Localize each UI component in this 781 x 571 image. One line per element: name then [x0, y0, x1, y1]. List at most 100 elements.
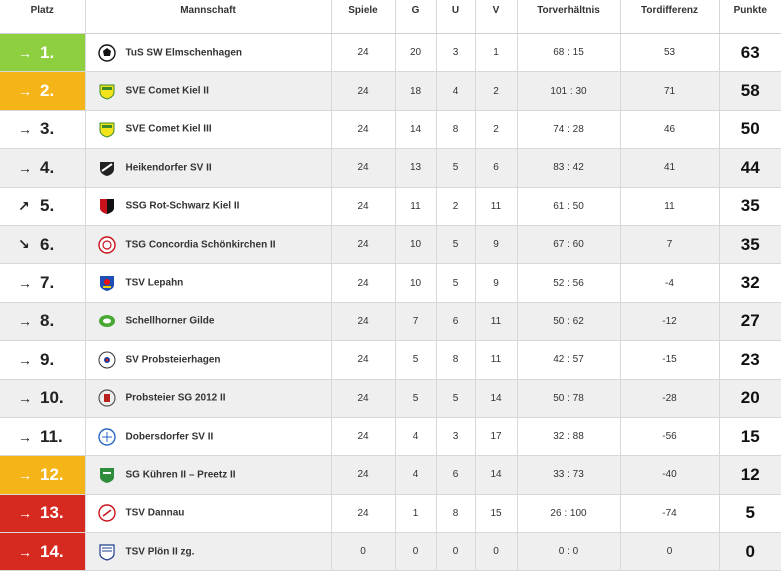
- team-name-link[interactable]: TuS SW Elmschenhagen: [125, 47, 243, 59]
- team-logo-icon: [98, 351, 116, 369]
- team-name-link[interactable]: SSG Rot-Schwarz Kiel II: [125, 200, 240, 212]
- team-cell[interactable]: SG Kühren II – Preetz II: [85, 455, 332, 495]
- g-cell: 10: [395, 225, 437, 265]
- header-u[interactable]: U: [436, 0, 476, 34]
- trend-arrow-icon: →: [18, 159, 32, 176]
- u-cell: 3: [436, 417, 476, 457]
- table-row[interactable]: → 3. SVE Comet Kiel III 24 14 8 2 74 : 28 46 50: [0, 110, 781, 150]
- tordifferenz-cell: -4: [620, 263, 720, 303]
- tordifferenz-cell: -28: [620, 379, 720, 418]
- tordifferenz-cell: 46: [620, 110, 720, 150]
- g-cell: 4: [395, 417, 437, 457]
- header-tordifferenz[interactable]: Tordifferenz: [620, 0, 720, 34]
- v-cell: 9: [475, 225, 518, 265]
- table-row[interactable]: → 13. TSV Dannau 24 1 8 15 26 : 100 -74 5: [0, 494, 781, 534]
- u-cell: 8: [436, 494, 476, 534]
- spiele-cell: 24: [331, 225, 396, 265]
- team-cell[interactable]: TSV Plön II zg.: [85, 532, 332, 571]
- trend-arrow-icon: →: [18, 83, 32, 100]
- spiele-cell: 24: [331, 148, 396, 188]
- rank-cell: → 3.: [0, 110, 86, 150]
- team-cell[interactable]: SSG Rot-Schwarz Kiel II: [85, 187, 332, 226]
- rank-number: 10.: [40, 388, 64, 408]
- v-cell: 6: [475, 148, 518, 188]
- table-row[interactable]: → 11. Dobersdorfer SV II 24 4 3 17 32 : 88 -56 15: [0, 417, 781, 457]
- team-cell[interactable]: Dobersdorfer SV II: [85, 417, 332, 457]
- team-cell[interactable]: TuS SW Elmschenhagen: [85, 33, 332, 73]
- rank-cell: → 1.: [0, 33, 86, 73]
- table-row[interactable]: → 12. SG Kühren II – Preetz II 24 4 6 14 33 : 7…: [0, 455, 781, 495]
- team-name-link[interactable]: Schellhorner Gilde: [125, 315, 215, 327]
- torverhaeltnis-cell: 33 : 73: [517, 455, 621, 495]
- v-cell: 14: [475, 379, 518, 418]
- team-name-link[interactable]: TSV Plön II zg.: [125, 546, 195, 558]
- team-cell[interactable]: TSV Dannau: [85, 494, 332, 534]
- table-row[interactable]: → 4. Heikendorfer SV II 24 13 5 6 83 : 42 41 44: [0, 148, 781, 188]
- v-cell: 11: [475, 187, 518, 226]
- rank-cell: → 12.: [0, 455, 86, 495]
- rank-number: 12.: [40, 464, 64, 484]
- team-name-link[interactable]: SVE Comet Kiel II: [125, 85, 209, 97]
- tordifferenz-cell: -74: [620, 494, 720, 534]
- team-cell[interactable]: TSV Lepahn: [85, 263, 332, 303]
- trend-arrow-icon: →: [18, 428, 32, 445]
- table-row[interactable]: → 10. Probsteier SG 2012 II 24 5 5 14 50 : 78 -2…: [0, 379, 781, 418]
- tordifferenz-cell: 11: [620, 187, 720, 226]
- table-row[interactable]: ↗ 5. SSG Rot-Schwarz Kiel II 24 11 2 11 61 : 50…: [0, 187, 781, 226]
- team-name-link[interactable]: Probsteier SG 2012 II: [125, 392, 226, 404]
- u-cell: 5: [436, 379, 476, 418]
- team-cell[interactable]: TSG Concordia Schönkirchen II: [85, 225, 332, 265]
- header-g[interactable]: G: [395, 0, 437, 34]
- table-row[interactable]: → 1. TuS SW Elmschenhagen 24 20 3 1 68 : 15 53 63: [0, 33, 781, 73]
- g-cell: 18: [395, 71, 437, 111]
- rank-number: 4.: [40, 157, 55, 177]
- rank-cell: → 11.: [0, 417, 86, 457]
- team-name-link[interactable]: SV Probsteierhagen: [125, 354, 221, 366]
- team-name-link[interactable]: SVE Comet Kiel III: [125, 123, 212, 135]
- table-row[interactable]: ↘ 6. TSG Concordia Schönkirchen II 24 10 5 9 67…: [0, 225, 781, 265]
- header-platz[interactable]: Platz: [0, 0, 86, 34]
- header-punkte[interactable]: Punkte: [719, 0, 781, 34]
- team-name-link[interactable]: TSG Concordia Schönkirchen II: [125, 239, 276, 251]
- team-logo-icon: [98, 197, 116, 215]
- spiele-cell: 0: [331, 532, 396, 571]
- rank-number: 14.: [40, 541, 64, 561]
- trend-arrow-icon: →: [18, 44, 32, 61]
- team-cell[interactable]: SVE Comet Kiel II: [85, 71, 332, 111]
- table-row[interactable]: → 2. SVE Comet Kiel II 24 18 4 2 101 : 30 71 58: [0, 71, 781, 111]
- team-logo-icon: [98, 466, 116, 484]
- header-torverhaeltnis[interactable]: Torverhältnis: [517, 0, 621, 34]
- team-cell[interactable]: SVE Comet Kiel III: [85, 110, 332, 150]
- g-cell: 13: [395, 148, 437, 188]
- rank-cell: ↘ 6.: [0, 225, 86, 265]
- spiele-cell: 24: [331, 33, 396, 73]
- table-row[interactable]: → 7. TSV Lepahn 24 10 5 9 52 : 56 -4 32: [0, 263, 781, 303]
- u-cell: 8: [436, 340, 476, 380]
- punkte-cell: 15: [719, 417, 781, 457]
- punkte-cell: 50: [719, 110, 781, 150]
- punkte-cell: 20: [719, 379, 781, 418]
- table-row[interactable]: → 9. SV Probsteierhagen 24 5 8 11 42 : 57 -15 23: [0, 340, 781, 380]
- team-name-link[interactable]: Heikendorfer SV II: [125, 162, 212, 174]
- u-cell: 5: [436, 225, 476, 265]
- team-cell[interactable]: Heikendorfer SV II: [85, 148, 332, 188]
- team-name-link[interactable]: Dobersdorfer SV II: [125, 431, 214, 443]
- team-cell[interactable]: Probsteier SG 2012 II: [85, 379, 332, 418]
- rank-cell: → 2.: [0, 71, 86, 111]
- team-cell[interactable]: Schellhorner Gilde: [85, 302, 332, 342]
- table-row[interactable]: → 8. Schellhorner Gilde 24 7 6 11 50 : 62 -12 27: [0, 302, 781, 342]
- header-mannschaft[interactable]: Mannschaft: [85, 0, 332, 34]
- rank-cell: → 14.: [0, 532, 86, 571]
- team-name-link[interactable]: TSV Dannau: [125, 507, 185, 519]
- punkte-cell: 32: [719, 263, 781, 303]
- header-spiele[interactable]: Spiele: [331, 0, 396, 34]
- team-name-link[interactable]: SG Kühren II – Preetz II: [125, 469, 236, 481]
- g-cell: 14: [395, 110, 437, 150]
- g-cell: 10: [395, 263, 437, 303]
- team-logo-icon: [98, 159, 116, 177]
- spiele-cell: 24: [331, 187, 396, 226]
- team-cell[interactable]: SV Probsteierhagen: [85, 340, 332, 380]
- header-v[interactable]: V: [475, 0, 518, 34]
- team-name-link[interactable]: TSV Lepahn: [125, 277, 184, 289]
